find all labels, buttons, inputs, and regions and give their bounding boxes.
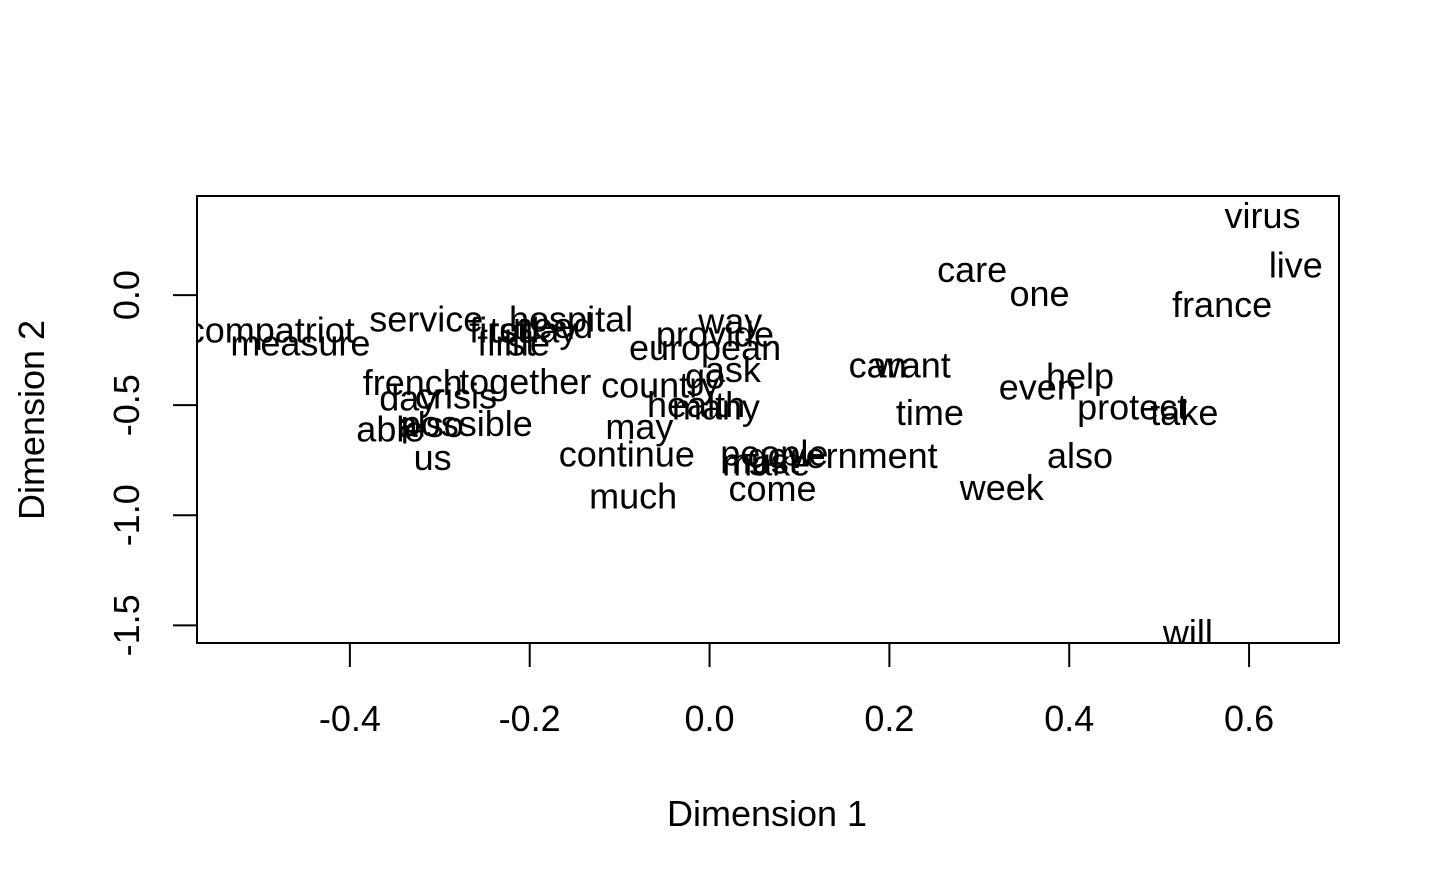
point-label: take (1150, 392, 1218, 433)
y-axis: -1.5 -1.0 -0.5 0.0 (106, 270, 198, 656)
x-tick-label: 0.4 (1044, 698, 1094, 739)
point-label: european (629, 327, 781, 368)
point-label: ask (705, 349, 762, 390)
y-tick-label: -1.5 (106, 594, 147, 656)
point-label: continue (559, 434, 695, 475)
x-tick-label: 0.6 (1224, 698, 1274, 739)
point-label: today (489, 309, 577, 350)
point-label: measure (230, 323, 370, 364)
point-label: french (363, 362, 463, 403)
point-label: first (477, 323, 535, 364)
point-label: need (513, 305, 593, 346)
point-label: first (469, 309, 527, 350)
point-label: must (721, 440, 799, 481)
point-label: also (398, 404, 464, 445)
point-label: may (605, 406, 673, 447)
x-tick-label: -0.4 (319, 698, 381, 739)
point-label: crisis (415, 375, 497, 416)
point-label: health (647, 384, 745, 425)
point-label: also (1047, 435, 1113, 476)
point-label: go (685, 356, 725, 397)
y-tick-label: 0.0 (106, 270, 147, 320)
point-label: much (589, 476, 677, 517)
point-label: provide (656, 314, 774, 355)
point-label: together (459, 361, 591, 402)
point-label: france (1172, 284, 1272, 325)
point-label: care (937, 249, 1007, 290)
x-tick-label: 0.0 (685, 698, 735, 739)
point-label: compatriot (187, 309, 355, 350)
point-label: one (1010, 273, 1070, 314)
point-label: live (1269, 244, 1323, 285)
point-label: help (1046, 356, 1114, 397)
x-tick-label: -0.2 (499, 698, 561, 739)
point-label: hospital (509, 298, 633, 339)
point-label: way (697, 301, 762, 342)
point-label: want (874, 345, 951, 386)
x-tick-label: 0.2 (864, 698, 914, 739)
point-label: protect (1077, 386, 1187, 427)
point-label: people (720, 433, 828, 474)
x-axis: -0.4 -0.2 0.0 0.2 0.4 0.6 (319, 642, 1274, 739)
point-label: will (1162, 612, 1213, 653)
point-label: even (999, 367, 1077, 408)
y-tick-label: -1.0 (106, 484, 147, 546)
point-label: us (414, 437, 452, 478)
point-label: able (356, 408, 424, 449)
point-label: service (369, 298, 483, 339)
point-label: possible (401, 403, 533, 444)
point-label: come (728, 468, 816, 509)
point-label: many (672, 386, 760, 427)
point-label: week (959, 467, 1045, 508)
x-axis-title: Dimension 1 (667, 793, 867, 834)
point-label: country (601, 364, 719, 405)
y-tick-label: -0.5 (106, 374, 147, 436)
point-label: time (896, 392, 964, 433)
point-label: day (379, 378, 437, 419)
point-label: life (504, 323, 550, 364)
point-label: make (722, 443, 810, 484)
point-label: government (748, 435, 938, 476)
point-label: virus (1225, 195, 1301, 236)
point-label: can (849, 345, 907, 386)
y-axis-title: Dimension 2 (11, 320, 52, 520)
